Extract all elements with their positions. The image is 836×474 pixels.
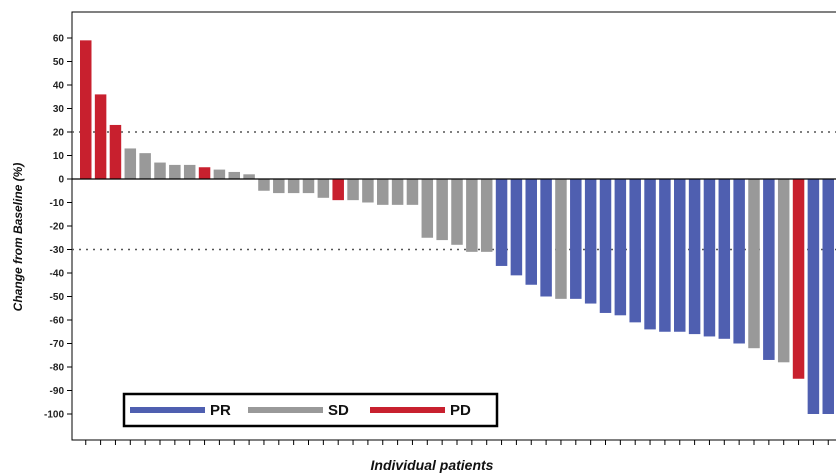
bar-patient-2 [94, 94, 107, 179]
bar-patient-47 [763, 179, 775, 360]
bar-patient-45 [733, 179, 745, 344]
bar-patient-17 [317, 179, 330, 198]
bar-patient-26 [451, 179, 463, 245]
bar-patient-25 [436, 179, 448, 241]
bar-patient-19 [347, 179, 359, 201]
legend: PR SD PD [122, 392, 499, 428]
bar-patient-31 [525, 179, 537, 285]
bar-patient-30 [510, 179, 523, 276]
y-tick-label: 40 [53, 81, 65, 92]
y-tick-label: -60 [50, 316, 65, 327]
bar-patient-1 [80, 40, 92, 179]
bar-patient-7 [169, 164, 181, 179]
bar-patient-29 [495, 179, 508, 266]
bar-patient-13 [258, 179, 270, 191]
bar-patient-37 [614, 179, 627, 316]
y-tick-label: 10 [53, 151, 65, 162]
y-tick-label: -20 [50, 222, 65, 233]
bar-patient-38 [629, 179, 641, 323]
bar-patient-15 [287, 179, 300, 194]
bar-patient-18 [332, 179, 344, 201]
bar-patient-43 [703, 179, 716, 337]
bar-patient-16 [302, 179, 315, 194]
bar-patient-46 [748, 179, 760, 349]
bar-patient-5 [139, 153, 151, 179]
y-axis-title: Change from Baseline (%) [11, 163, 25, 312]
bar-patient-39 [644, 179, 656, 330]
y-tick-label: -50 [50, 292, 65, 303]
bar-patient-35 [584, 179, 597, 304]
bar-patient-42 [688, 179, 701, 335]
y-tick-label: 0 [58, 175, 64, 186]
bar-patient-27 [466, 179, 478, 252]
bar-patient-24 [421, 179, 434, 238]
reference-lines [72, 131, 836, 251]
bar-patient-28 [480, 179, 493, 252]
y-tick-label: -40 [50, 269, 65, 280]
bar-patient-22 [391, 179, 404, 205]
legend-label-pd: PD [450, 402, 471, 419]
x-axis-ticks [85, 440, 829, 445]
bar-patient-48 [777, 179, 790, 363]
bar-patient-40 [659, 179, 671, 332]
y-tick-label: 50 [53, 57, 65, 68]
x-axis-title: Individual patients [371, 457, 494, 473]
y-tick-label: 30 [53, 104, 65, 115]
bar-patient-11 [228, 171, 240, 179]
bar-patient-8 [183, 164, 196, 179]
bar-patient-36 [599, 179, 612, 313]
bar-patient-20 [362, 179, 374, 203]
bar-patient-44 [718, 179, 731, 339]
y-tick-label: -30 [50, 245, 65, 256]
bar-patient-3 [109, 124, 122, 179]
bar-patient-10 [213, 169, 226, 179]
bar-patient-4 [124, 148, 137, 179]
bar-patient-32 [540, 179, 552, 297]
legend-label-sd: SD [328, 402, 349, 419]
y-tick-label: -80 [50, 363, 65, 374]
bar-patient-41 [674, 179, 686, 332]
y-tick-label: -100 [44, 410, 64, 421]
y-tick-label: 60 [53, 34, 65, 45]
y-axis: 60 50 40 30 20 10 0 -10 -20 -30 -40 -50 -60 -70 -80 -90… [44, 34, 72, 421]
y-tick-label: 20 [53, 128, 65, 139]
bar-patient-14 [273, 179, 285, 194]
bar-patient-49 [792, 179, 805, 379]
bar-patient-12 [243, 174, 255, 179]
bar-patient-50 [807, 179, 820, 414]
bar-patient-34 [570, 179, 582, 299]
legend-label-pr: PR [210, 402, 231, 419]
y-tick-label: -70 [50, 339, 65, 350]
bars [80, 40, 834, 414]
bar-patient-6 [154, 162, 166, 179]
bar-patient-51 [822, 179, 834, 414]
bar-patient-9 [198, 167, 211, 179]
bar-patient-23 [406, 179, 419, 205]
y-tick-label: -90 [50, 386, 65, 397]
y-tick-label: -10 [50, 198, 65, 209]
bar-patient-21 [377, 179, 389, 205]
bar-patient-33 [555, 179, 567, 299]
